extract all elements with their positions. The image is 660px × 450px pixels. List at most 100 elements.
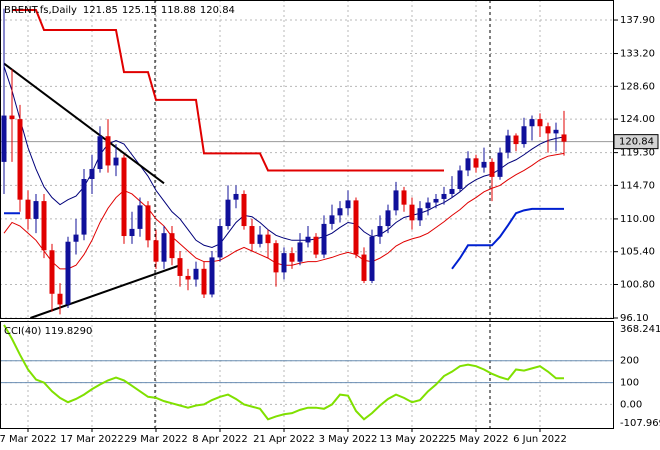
- x-tick-label: 17 Mar 2022: [60, 434, 123, 445]
- candle-body: [497, 152, 503, 177]
- candle-body: [161, 233, 167, 262]
- candle-body: [193, 268, 199, 280]
- candle-body: [521, 126, 527, 145]
- indicator-line: [3, 324, 565, 421]
- candle-body: [265, 234, 271, 244]
- y-tick-label: 105.40: [620, 247, 655, 258]
- candle-body: [553, 129, 559, 134]
- candle-body: [249, 226, 255, 244]
- candle-body: [233, 193, 239, 200]
- y-tick-label: 124.00: [620, 114, 655, 125]
- x-tick-label: 8 Apr 2022: [192, 434, 247, 445]
- candle-body: [257, 234, 263, 244]
- x-tick-label: 7 Mar 2022: [0, 434, 57, 445]
- candle-body: [73, 234, 79, 242]
- candle-body: [121, 157, 127, 237]
- x-tick-label: 21 Apr 2022: [253, 434, 315, 445]
- y-tick-label: -107.969: [620, 418, 660, 429]
- candle-body: [473, 158, 479, 168]
- candle-body: [273, 243, 279, 273]
- candle-body: [425, 202, 431, 209]
- trendline: [30, 264, 181, 319]
- low-value: 118.88: [161, 5, 196, 16]
- candle-body: [321, 223, 327, 255]
- candle-body: [25, 199, 31, 219]
- indicator-line: [4, 207, 564, 270]
- y-tick-label: 96.10: [620, 313, 649, 324]
- x-tick-label: 29 Mar 2022: [124, 434, 187, 445]
- y-tick-label: 200: [620, 356, 639, 367]
- candle-body: [489, 161, 495, 177]
- candle-body: [545, 126, 551, 134]
- candle-body: [81, 178, 87, 235]
- y-tick-label: 128.60: [620, 81, 655, 92]
- candle-body: [217, 226, 223, 258]
- candle-body: [305, 236, 311, 243]
- y-tick-label: 114.70: [620, 180, 655, 191]
- candle-body: [345, 200, 351, 209]
- candle-body: [169, 233, 175, 259]
- candle-body: [113, 157, 119, 166]
- candle-body: [289, 253, 295, 262]
- candle-body: [9, 115, 15, 120]
- x-tick-label: 6 Jun 2022: [513, 434, 567, 445]
- y-tick-label: 0.00: [620, 399, 642, 410]
- y-tick-label: 368.2416: [620, 324, 660, 335]
- candle-body: [361, 254, 367, 281]
- candle-body: [513, 135, 519, 145]
- y-tick-label: 100.80: [620, 279, 655, 290]
- candle-body: [17, 119, 23, 200]
- indicator-line: [3, 66, 565, 248]
- main-frame: [0, 0, 614, 319]
- candle-body: [417, 208, 423, 221]
- cci-frame: [0, 321, 614, 429]
- candle-body: [225, 199, 231, 227]
- last-price-box: [613, 134, 659, 150]
- candle-body: [561, 134, 567, 142]
- candle-body: [153, 240, 159, 262]
- candle-body: [449, 188, 455, 194]
- last-price-label: 120.84: [619, 137, 654, 148]
- cci-header: CCI(40) 119.8290: [4, 326, 92, 337]
- candle-body: [89, 169, 95, 179]
- candle-body: [281, 253, 287, 273]
- y-tick-label: 137.90: [620, 15, 655, 26]
- y-tick-label: 133.20: [620, 49, 655, 60]
- candle-body: [457, 170, 463, 189]
- candle-body: [385, 210, 391, 227]
- candle-body: [177, 258, 183, 276]
- candle-body: [393, 190, 399, 211]
- candle-body: [1, 115, 7, 162]
- x-tick-label: 3 May 2022: [319, 434, 378, 445]
- candle-body: [65, 241, 71, 305]
- candle-body: [505, 135, 511, 153]
- open-value: 121.85: [83, 5, 118, 16]
- candle-body: [337, 208, 343, 216]
- candle-body: [409, 204, 415, 221]
- candle-body: [313, 236, 319, 255]
- candle-body: [201, 268, 207, 295]
- candle-body: [241, 193, 247, 227]
- candle-body: [329, 215, 335, 224]
- trendline: [3, 62, 165, 185]
- candle-body: [33, 201, 39, 219]
- candle-body: [49, 250, 55, 294]
- x-tick-label: 25 May 2022: [443, 434, 508, 445]
- candle-body: [481, 161, 487, 168]
- plot: [0, 8, 614, 421]
- candle-body: [529, 119, 535, 127]
- symbol: BRENT.fs,Daily: [4, 5, 77, 16]
- indicator-line: [12, 9, 444, 172]
- candle-body: [377, 226, 383, 237]
- candle-body: [537, 119, 543, 127]
- candle-body: [129, 228, 135, 237]
- chart-header: BRENT.fs,Daily 121.85 125.15 118.88 120.84: [4, 5, 235, 16]
- candle-body: [401, 190, 407, 205]
- candle-body: [57, 293, 63, 305]
- candle-body: [137, 205, 143, 229]
- y-tick-label: 119.30: [620, 148, 655, 159]
- candle-body: [209, 257, 215, 295]
- candle-body: [465, 158, 471, 171]
- y-tick-label: 100: [620, 378, 639, 389]
